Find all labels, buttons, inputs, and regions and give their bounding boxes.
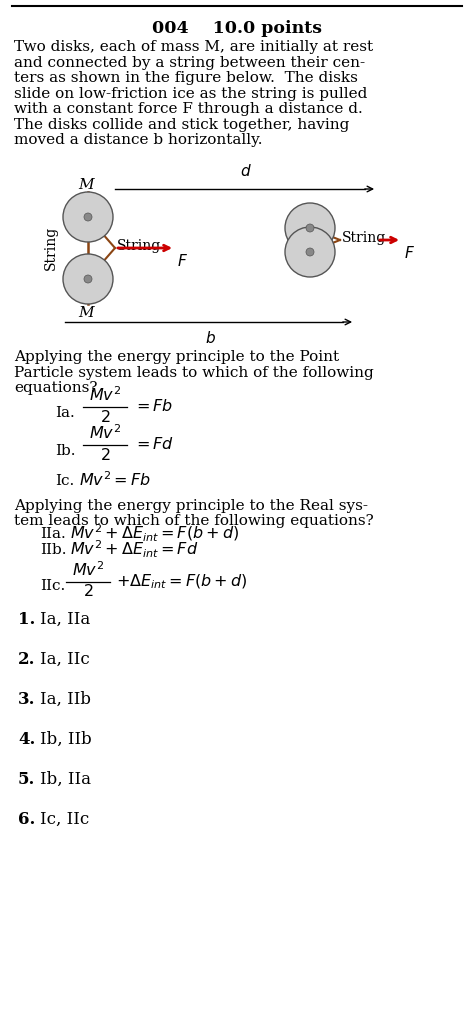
Text: String: String xyxy=(44,226,58,270)
Text: Two disks, each of mass M, are initially at rest: Two disks, each of mass M, are initially… xyxy=(14,40,373,54)
Text: $2$: $2$ xyxy=(100,447,110,463)
Text: $Mv^2$: $Mv^2$ xyxy=(89,423,121,443)
Text: Particle system leads to which of the following: Particle system leads to which of the fo… xyxy=(14,365,374,380)
Text: 2.: 2. xyxy=(18,651,36,668)
Text: $Mv^2$: $Mv^2$ xyxy=(72,561,104,579)
Text: 4.: 4. xyxy=(18,731,36,748)
Text: $2$: $2$ xyxy=(83,583,93,601)
Circle shape xyxy=(306,224,314,232)
Text: $Mv^2 + \Delta E_{int} = Fd$: $Mv^2 + \Delta E_{int} = Fd$ xyxy=(70,539,199,560)
Text: 6.: 6. xyxy=(18,811,36,828)
Text: $Mv^2 + \Delta E_{int} = F(b+d)$: $Mv^2 + \Delta E_{int} = F(b+d)$ xyxy=(70,523,239,544)
Text: $F$: $F$ xyxy=(404,245,415,261)
Circle shape xyxy=(63,192,113,242)
Text: Ib.: Ib. xyxy=(55,444,75,457)
Text: $+ \Delta E_{int} = F(b+d)$: $+ \Delta E_{int} = F(b+d)$ xyxy=(116,572,247,590)
Text: Ic, IIc: Ic, IIc xyxy=(40,811,89,828)
Text: $d$: $d$ xyxy=(240,163,252,179)
Text: tem leads to which of the following equations?: tem leads to which of the following equa… xyxy=(14,514,374,528)
Text: Ia, IIc: Ia, IIc xyxy=(40,651,90,668)
Circle shape xyxy=(84,275,92,283)
Text: IIa.: IIa. xyxy=(40,526,66,541)
Text: ters as shown in the figure below.  The disks: ters as shown in the figure below. The d… xyxy=(14,71,358,84)
Circle shape xyxy=(285,203,335,253)
Text: slide on low-friction ice as the string is pulled: slide on low-friction ice as the string … xyxy=(14,87,367,101)
Text: Applying the energy principle to the Point: Applying the energy principle to the Poi… xyxy=(14,350,339,364)
Text: IIc.: IIc. xyxy=(40,579,65,593)
Text: and connected by a string between their cen-: and connected by a string between their … xyxy=(14,56,365,69)
Text: Ib, IIa: Ib, IIa xyxy=(40,771,91,788)
Text: 3.: 3. xyxy=(18,691,36,708)
Text: String: String xyxy=(117,239,161,253)
Text: Applying the energy principle to the Real sys-: Applying the energy principle to the Rea… xyxy=(14,499,368,512)
Text: Ia, IIb: Ia, IIb xyxy=(40,691,91,708)
Circle shape xyxy=(84,213,92,221)
Text: moved a distance b horizontally.: moved a distance b horizontally. xyxy=(14,133,263,147)
Text: Ic.: Ic. xyxy=(55,473,74,488)
Text: 1.: 1. xyxy=(18,611,36,628)
Circle shape xyxy=(306,248,314,256)
Text: 004    10.0 points: 004 10.0 points xyxy=(152,20,322,37)
Text: $= Fb$: $= Fb$ xyxy=(133,398,173,415)
Text: $Mv^2$: $Mv^2$ xyxy=(89,386,121,404)
Text: Ia, IIa: Ia, IIa xyxy=(40,611,90,628)
Circle shape xyxy=(285,227,335,277)
Text: equations?: equations? xyxy=(14,381,98,395)
Circle shape xyxy=(63,254,113,304)
Text: String: String xyxy=(342,231,386,245)
Text: with a constant force F through a distance d.: with a constant force F through a distan… xyxy=(14,102,363,116)
Text: 5.: 5. xyxy=(18,771,36,788)
Text: $= Fd$: $= Fd$ xyxy=(133,436,174,453)
Text: Ia.: Ia. xyxy=(55,405,75,419)
Text: M: M xyxy=(78,306,94,320)
Text: $b$: $b$ xyxy=(204,330,216,346)
Text: The disks collide and stick together, having: The disks collide and stick together, ha… xyxy=(14,117,349,131)
Text: $Mv^2 = Fb$: $Mv^2 = Fb$ xyxy=(79,471,151,490)
Text: Ib, IIb: Ib, IIb xyxy=(40,731,92,748)
Text: $2$: $2$ xyxy=(100,408,110,426)
Text: $F$: $F$ xyxy=(177,253,188,269)
Text: M: M xyxy=(78,178,94,192)
Text: IIb.: IIb. xyxy=(40,543,66,557)
